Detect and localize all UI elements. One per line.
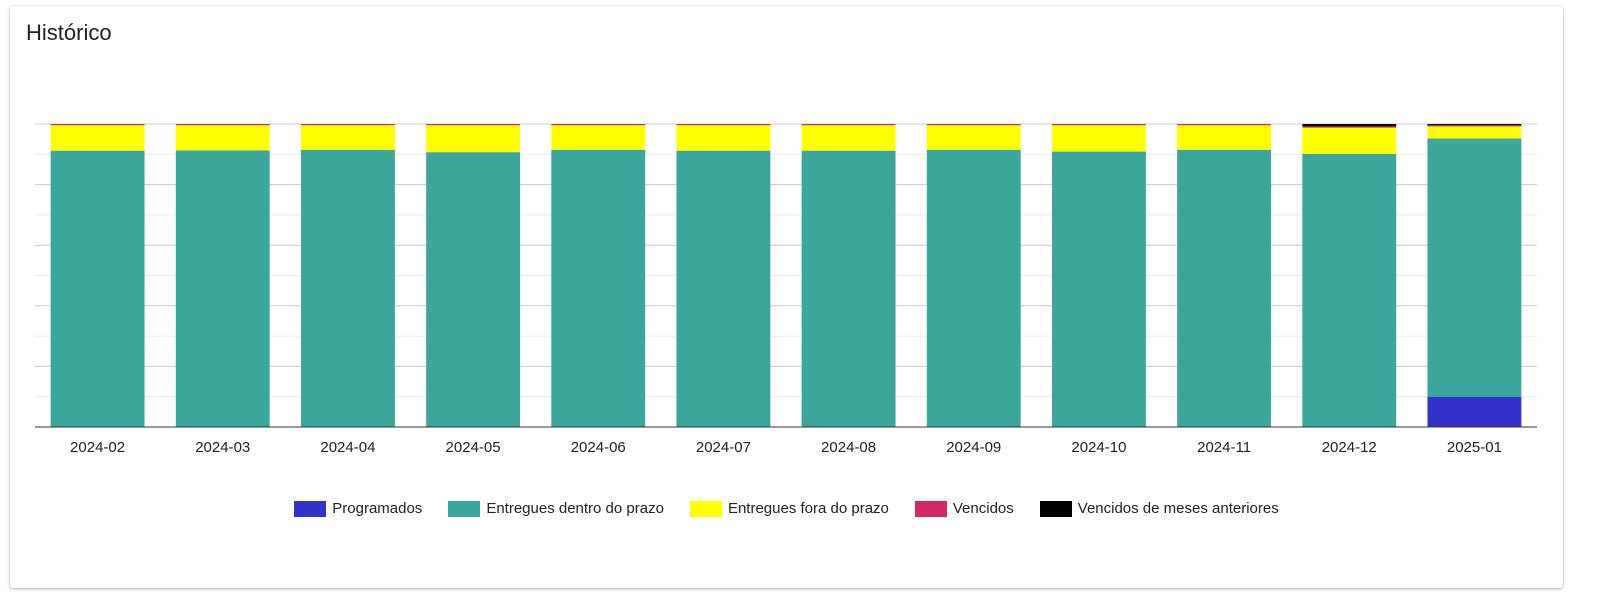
x-tick-label: 2024-11 bbox=[1197, 439, 1251, 456]
bar-segment-2024-03-series-1[interactable] bbox=[175, 150, 270, 428]
bar-segment-2024-06-series-3[interactable] bbox=[551, 124, 646, 126]
bar-segment-2024-12-series-1[interactable] bbox=[1302, 154, 1397, 427]
stacked-bar-chart: 2024-02 2024-03 2024-04 2024-05 2024-06 2024-… bbox=[35, 123, 1537, 456]
legend-swatch bbox=[914, 500, 947, 517]
gridlines bbox=[35, 123, 1537, 398]
x-tick-label: 2024-10 bbox=[1071, 439, 1126, 456]
x-tick-label: 2024-12 bbox=[1322, 439, 1377, 456]
bar-segment-2024-10-series-2[interactable] bbox=[1051, 125, 1146, 152]
bar-segment-2024-03-series-2[interactable] bbox=[175, 125, 270, 151]
legend-label: Vencidos bbox=[952, 500, 1014, 517]
bar-segment-2024-10-series-1[interactable] bbox=[1051, 151, 1146, 427]
bar-segment-2024-11-series-3[interactable] bbox=[1177, 124, 1272, 126]
bar-segment-2024-09-series-3[interactable] bbox=[926, 124, 1021, 126]
bars bbox=[50, 124, 1522, 428]
bar-segment-2024-03-series-3[interactable] bbox=[175, 124, 270, 126]
x-tick-label: 2025-01 bbox=[1447, 439, 1502, 456]
bar-segment-2024-08-series-2[interactable] bbox=[801, 125, 896, 151]
bar-segment-2025-01-series-4[interactable] bbox=[1427, 124, 1522, 126]
legend-item[interactable]: Programados bbox=[294, 500, 422, 517]
bar-segment-2024-10-series-3[interactable] bbox=[1051, 124, 1146, 126]
bar-segment-2024-02-series-1[interactable] bbox=[50, 150, 145, 427]
bar-segment-2024-12-series-2[interactable] bbox=[1302, 127, 1397, 154]
legend-item[interactable]: Entregues dentro do prazo bbox=[448, 500, 664, 517]
legend-label: Entregues fora do prazo bbox=[727, 500, 889, 517]
bar-segment-2025-01-series-3[interactable] bbox=[1427, 125, 1522, 127]
bar-segment-2025-01-series-1[interactable] bbox=[1427, 138, 1522, 397]
x-axis: 2024-02 2024-03 2024-04 2024-05 2024-06 2024-… bbox=[35, 426, 1537, 456]
bar-segment-2024-05-series-1[interactable] bbox=[426, 152, 521, 427]
bar-segment-2025-01-series-2[interactable] bbox=[1427, 126, 1522, 139]
bar-segment-2024-09-series-1[interactable] bbox=[926, 149, 1021, 427]
bar-segment-2024-04-series-2[interactable] bbox=[300, 125, 395, 150]
bar-segment-2024-11-series-2[interactable] bbox=[1177, 125, 1272, 150]
legend-swatch bbox=[689, 500, 722, 517]
historico-card: Histórico 2024-02 2024-03 2024-04 2024-05 20… bbox=[10, 6, 1563, 588]
legend-item[interactable]: Vencidos de meses anteriores bbox=[1039, 500, 1279, 517]
x-tick-label: 2024-08 bbox=[821, 439, 876, 456]
legend-swatch bbox=[448, 500, 481, 517]
legend-label: Entregues dentro do prazo bbox=[486, 500, 664, 517]
bar-segment-2024-06-series-1[interactable] bbox=[551, 149, 646, 427]
x-tick-label: 2024-05 bbox=[446, 439, 501, 456]
bar-segment-2024-07-series-3[interactable] bbox=[676, 124, 771, 126]
bar-segment-2024-02-series-3[interactable] bbox=[50, 124, 145, 126]
legend-swatch bbox=[1039, 500, 1072, 517]
legend-swatch bbox=[294, 500, 327, 517]
bar-segment-2024-04-series-1[interactable] bbox=[300, 149, 395, 427]
bar-segment-2024-06-series-2[interactable] bbox=[551, 125, 646, 150]
bar-segment-2024-02-series-2[interactable] bbox=[50, 125, 145, 151]
x-tick-label: 2024-06 bbox=[571, 439, 626, 456]
bar-segment-2024-11-series-1[interactable] bbox=[1177, 149, 1272, 427]
legend: Programados Entregues dentro do prazo Entr… bbox=[10, 500, 1563, 517]
x-tick-label: 2024-09 bbox=[946, 439, 1001, 456]
bar-segment-2024-07-series-1[interactable] bbox=[676, 150, 771, 427]
bar-segment-2024-12-series-4[interactable] bbox=[1302, 124, 1397, 127]
x-tick-label: 2024-02 bbox=[70, 439, 125, 456]
bar-segment-2024-08-series-1[interactable] bbox=[801, 150, 896, 427]
bar-segment-2024-07-series-2[interactable] bbox=[676, 125, 771, 151]
legend-label: Vencidos de meses anteriores bbox=[1077, 500, 1279, 517]
legend-label: Programados bbox=[332, 500, 423, 517]
bar-segment-2024-12-series-3[interactable] bbox=[1302, 126, 1397, 128]
x-tick-label: 2024-03 bbox=[195, 439, 250, 456]
bar-segment-2025-01-series-0[interactable] bbox=[1427, 396, 1522, 427]
bar-segment-2024-05-series-2[interactable] bbox=[426, 125, 521, 153]
card-title: Histórico bbox=[26, 20, 112, 45]
bar-segment-2024-05-series-3[interactable] bbox=[426, 124, 521, 126]
legend-item[interactable]: Entregues fora do prazo bbox=[689, 500, 889, 517]
legend-item[interactable]: Vencidos bbox=[914, 500, 1014, 517]
bar-segment-2024-04-series-3[interactable] bbox=[300, 124, 395, 126]
x-tick-label: 2024-04 bbox=[320, 439, 375, 456]
bar-segment-2024-08-series-3[interactable] bbox=[801, 124, 896, 126]
bar-segment-2024-09-series-2[interactable] bbox=[926, 125, 1021, 150]
x-tick-label: 2024-07 bbox=[696, 439, 751, 456]
